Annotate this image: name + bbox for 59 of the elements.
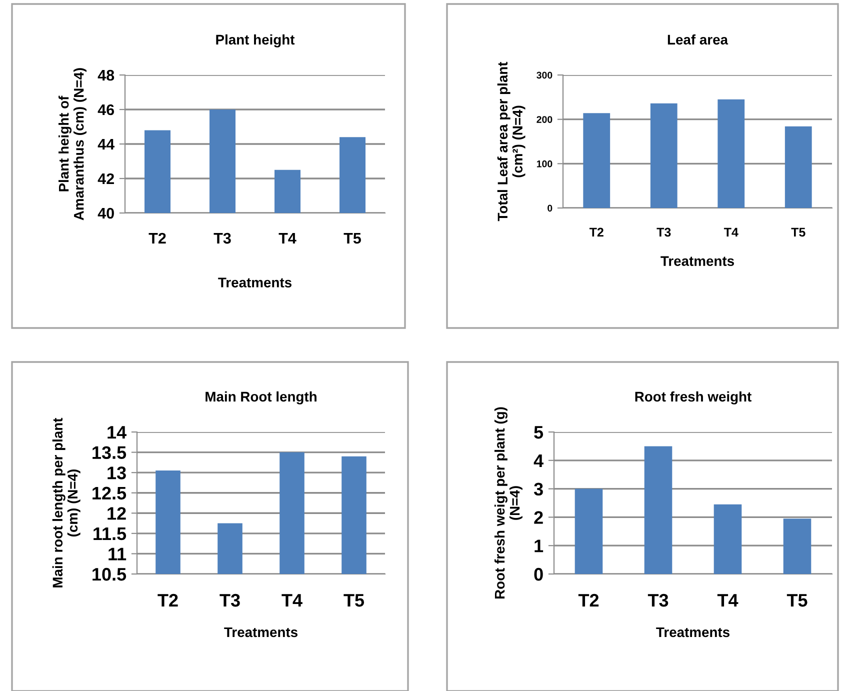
y-tick-label: 14 (108, 426, 126, 439)
y-tick-label: 40 (98, 208, 114, 219)
x-tick-label: T3 (648, 594, 668, 607)
y-tick-label: 300 (536, 72, 552, 79)
x-axis-title: Treatments (656, 627, 730, 638)
bar (718, 99, 745, 208)
x-axis-title: Treatments (224, 627, 298, 638)
chart-title: Leaf area (668, 34, 728, 45)
y-tick-label: 4 (534, 454, 544, 467)
y-tick-label: 200 (536, 116, 552, 123)
bar (574, 488, 603, 574)
x-axis-title: Treatments (660, 256, 734, 266)
x-tick-label: T3 (656, 228, 671, 237)
bar (783, 518, 812, 574)
x-tick-label: T2 (589, 228, 604, 237)
x-tick-label: T5 (344, 233, 361, 244)
x-tick-label: T4 (282, 594, 302, 607)
x-tick-label: T4 (717, 594, 738, 607)
x-tick-label: T4 (724, 228, 738, 237)
y-tick-label: 100 (536, 160, 552, 168)
y-axis-title: Total Leaf area per plant (cm²) (N=4) (497, 62, 526, 222)
y-axis-title: Root fresh weigt per plant (g) (N=4) (494, 407, 522, 599)
y-tick-label: 3 (534, 482, 543, 496)
x-tick-label: T3 (220, 594, 240, 607)
x-tick-label: T2 (158, 594, 178, 607)
x-tick-label: T5 (786, 594, 808, 607)
chart-title: Root fresh weight (635, 391, 752, 404)
y-tick-label: 13 (108, 466, 126, 480)
y-axis-title: Plant height of Amaranthus (cm) (N=4) (58, 68, 86, 220)
y-tick-label: 11.5 (94, 528, 126, 540)
y-tick-label: 2 (534, 511, 543, 524)
chart-title: Main Root length (206, 391, 316, 404)
bar (583, 113, 610, 208)
x-tick-label: T5 (791, 228, 806, 237)
bar (784, 126, 812, 208)
bar (714, 504, 742, 574)
y-tick-label: 0 (534, 568, 543, 581)
y-tick-label: 12 (108, 507, 126, 520)
y-tick-label: 10.5 (92, 568, 126, 581)
x-tick-label: T4 (278, 233, 296, 244)
y-axis-title: Main root length per plant (cm) (N=4) (52, 418, 80, 588)
y-tick-label: 0 (548, 204, 552, 212)
y-tick-label: 12.5 (92, 486, 126, 500)
x-axis-title: Treatments (218, 278, 292, 288)
y-tick-label: 13.5 (92, 446, 126, 460)
bar (644, 446, 672, 574)
y-tick-label: 5 (534, 426, 544, 439)
chart-title: Plant height (216, 34, 295, 48)
y-tick-label: 11 (108, 548, 126, 560)
y-tick-label: 44 (98, 139, 115, 150)
x-tick-label: T2 (148, 232, 166, 244)
bar (650, 103, 678, 208)
x-tick-label: T5 (344, 594, 364, 607)
y-tick-label: 1 (534, 540, 544, 552)
x-tick-label: T2 (578, 594, 599, 607)
y-tick-label: 48 (98, 70, 114, 81)
y-tick-label: 42 (98, 173, 114, 184)
x-tick-label: T3 (214, 232, 231, 244)
y-tick-label: 46 (98, 104, 114, 116)
